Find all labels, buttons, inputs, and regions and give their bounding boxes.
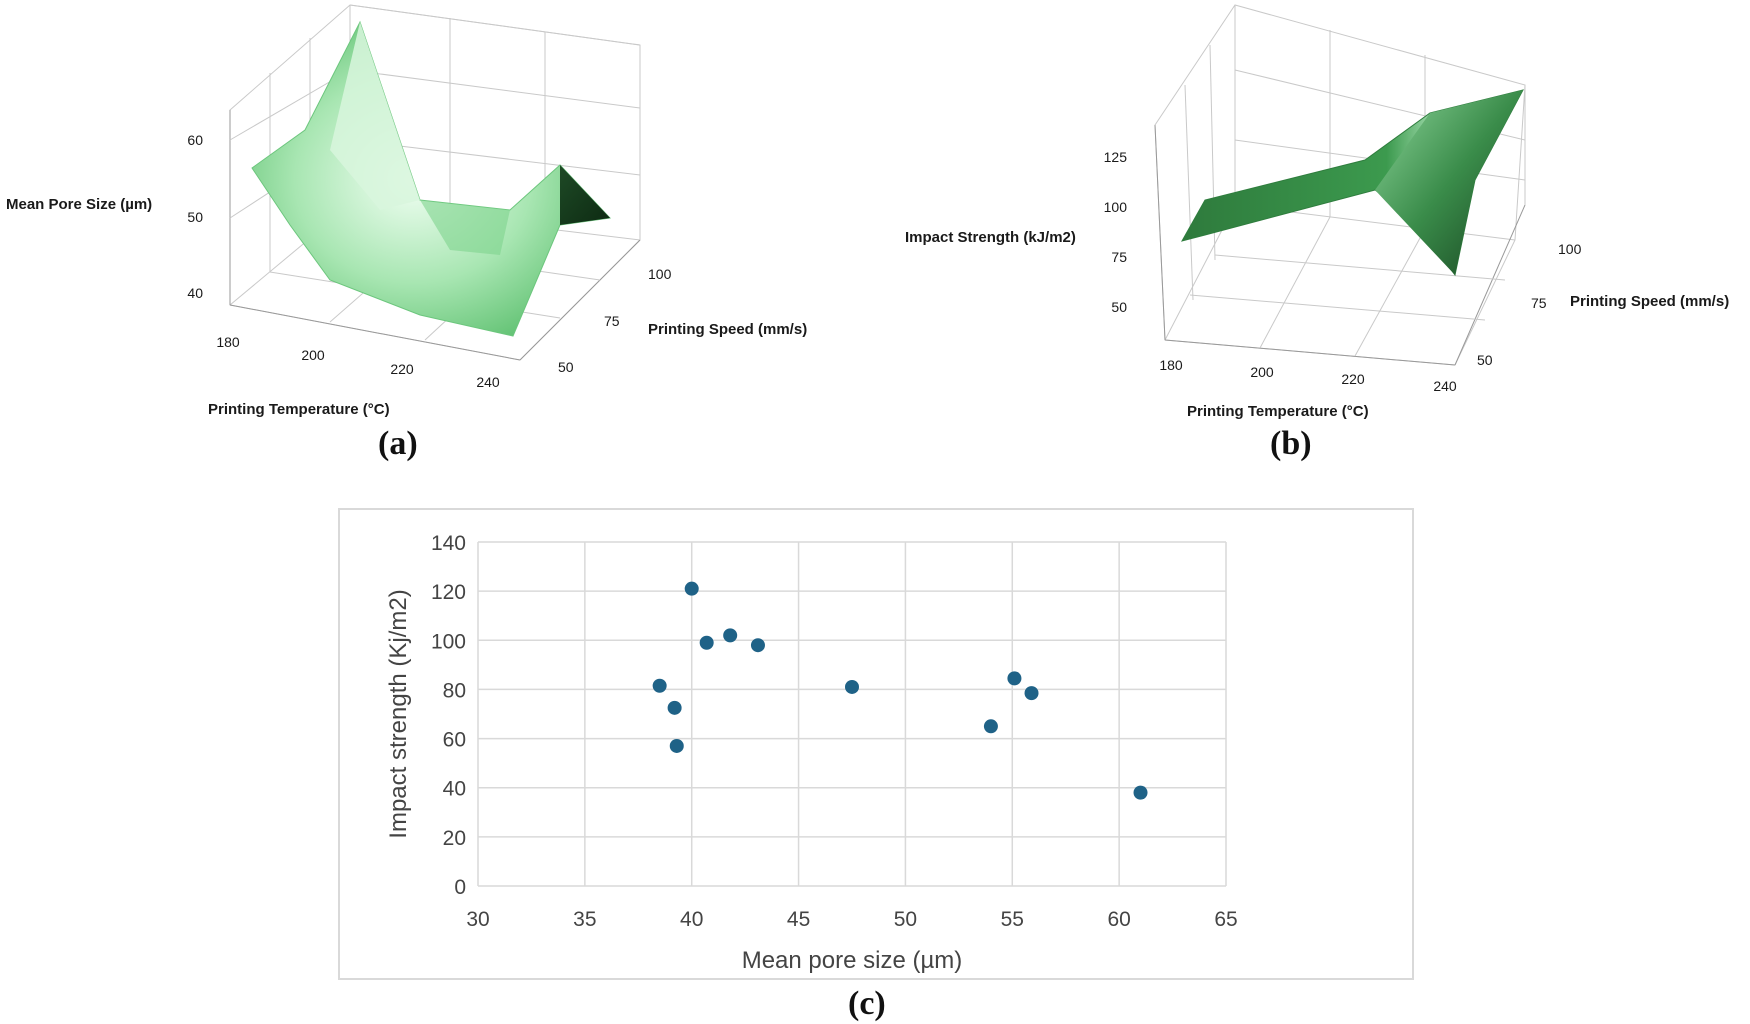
z-tick-a-0: 60: [187, 132, 203, 148]
x-axis-title-a: Printing Temperature (°C): [208, 401, 390, 418]
scatter-point-5: [723, 628, 738, 643]
x-tick-b-3: 240: [1433, 378, 1457, 394]
x-tick-label-2: 40: [680, 908, 703, 931]
surface-b: [1180, 89, 1524, 277]
scatter-point-10: [1024, 686, 1039, 701]
y-tick-label-1: 20: [443, 827, 466, 850]
x-tick-label-4: 50: [894, 908, 917, 931]
x-tick-a-3: 240: [476, 374, 500, 390]
surface-plot-impact-strength: 125 100 75 50 180 200 220 240 50 75 100 …: [875, 0, 1750, 480]
box-top-back-a: [349, 4, 641, 46]
x-tick-b-2: 220: [1341, 371, 1365, 387]
surface-a: [251, 20, 612, 337]
surface-a-dark-face: [560, 165, 610, 225]
data-points: [652, 581, 1148, 800]
box-right-bottom-a: [519, 239, 641, 361]
x-tick-a-0: 180: [216, 334, 240, 350]
scatter-point-7: [845, 679, 859, 694]
y-axis-title: Impact strength (Kj/m2): [385, 589, 412, 838]
z-tick-b-3: 50: [1111, 299, 1127, 315]
x-tick-label-0: 30: [466, 908, 489, 931]
scatter-point-1: [667, 700, 682, 715]
y-tick-b-1: 75: [1531, 295, 1547, 311]
y-tick-label-6: 120: [431, 581, 466, 604]
caption-c: (c): [848, 985, 886, 1022]
y-tick-label-4: 80: [443, 679, 466, 702]
floor-grid-b4: [1214, 254, 1506, 281]
scatter-point-9: [1007, 671, 1022, 686]
x-tick-label-6: 60: [1107, 908, 1130, 931]
scatter-point-8: [983, 719, 998, 734]
x-tick-b-0: 180: [1159, 357, 1183, 373]
scatter-point-11: [1133, 785, 1148, 800]
grid-b5: [1184, 84, 1194, 301]
surface-b-fold: [1375, 90, 1523, 275]
box-frame-b: [1154, 4, 1526, 366]
surface-plot-mean-pore-size: 60 50 40 180 200 220 240 50 75 100 Mean …: [0, 0, 875, 480]
z-axis-title-a: Mean Pore Size (µm): [6, 196, 152, 213]
caption-b: (b): [1270, 425, 1312, 462]
y-tick-a-2: 100: [648, 266, 672, 282]
box-right-bottom-b: [1454, 204, 1526, 366]
scatter-point-3: [684, 581, 699, 596]
x-tick-a-1: 200: [301, 347, 325, 363]
x-tick-label-3: 45: [787, 908, 810, 931]
floor-grid-b3: [1189, 294, 1486, 321]
z-tick-b-0: 125: [1104, 149, 1128, 165]
surface-a-valley-face: [420, 200, 510, 255]
x-tick-label-5: 55: [1001, 908, 1024, 931]
scatter-point-2: [669, 738, 684, 753]
tick-labels: 30 35 40 45 50 55 60 65 0 20 40 60 80 100 120 140: [431, 532, 1238, 931]
y-tick-a-0: 50: [558, 359, 574, 375]
scatter-point-6: [750, 638, 765, 653]
x-tick-label-1: 35: [573, 908, 596, 931]
scatter-chart-panel: 30 35 40 45 50 55 60 65 0 20 40 60 80 100 120 140 Mean …: [338, 508, 1414, 980]
x-axis-title-b: Printing Temperature (°C): [1187, 403, 1369, 420]
surface-a-main: [251, 20, 612, 337]
x-tick-b-1: 200: [1250, 364, 1274, 380]
y-tick-label-5: 100: [431, 630, 466, 653]
caption-a: (a): [378, 425, 418, 462]
grid-a3: [349, 69, 641, 109]
z-tick-b-2: 75: [1111, 249, 1127, 265]
box-left-vertical-b: [1154, 124, 1166, 341]
x-tick-label-7: 65: [1214, 908, 1237, 931]
y-tick-b-0: 50: [1477, 352, 1493, 368]
surface-plot-a-svg: 60 50 40 180 200 220 240 50 75 100 Mean …: [6, 4, 807, 418]
x-axis-title: Mean pore size (µm): [742, 947, 963, 974]
floor-grid-b2: [1354, 228, 1426, 357]
floor-grid-b1: [1259, 216, 1331, 349]
surface-a-peak-face: [330, 22, 420, 210]
box-front-bottom-a: [229, 304, 521, 361]
y-tick-b-2: 100: [1558, 241, 1582, 257]
z-tick-b-1: 100: [1104, 199, 1128, 215]
box-front-bottom-b: [1164, 339, 1456, 366]
y-axis-title-a: Printing Speed (mm/s): [648, 321, 807, 338]
x-tick-a-2: 220: [390, 361, 414, 377]
y-axis-title-b: Printing Speed (mm/s): [1570, 293, 1729, 310]
z-axis-title-b: Impact Strength (kJ/m2): [905, 229, 1076, 246]
y-tick-label-0: 0: [454, 876, 466, 899]
y-tick-label-7: 140: [431, 532, 466, 555]
y-tick-label-2: 40: [443, 778, 466, 801]
chart-border: [338, 508, 1414, 980]
scatter-point-0: [652, 678, 667, 693]
z-tick-a-2: 40: [187, 285, 203, 301]
scatter-chart-svg: 30 35 40 45 50 55 60 65 0 20 40 60 80 100 120 140 Mean …: [338, 508, 1414, 980]
y-tick-a-1: 75: [604, 313, 620, 329]
surface-plot-b-svg: 125 100 75 50 180 200 220 240 50 75 100 …: [905, 4, 1729, 420]
y-tick-label-3: 60: [443, 729, 466, 752]
scatter-point-4: [699, 635, 714, 650]
z-tick-a-1: 50: [187, 209, 203, 225]
